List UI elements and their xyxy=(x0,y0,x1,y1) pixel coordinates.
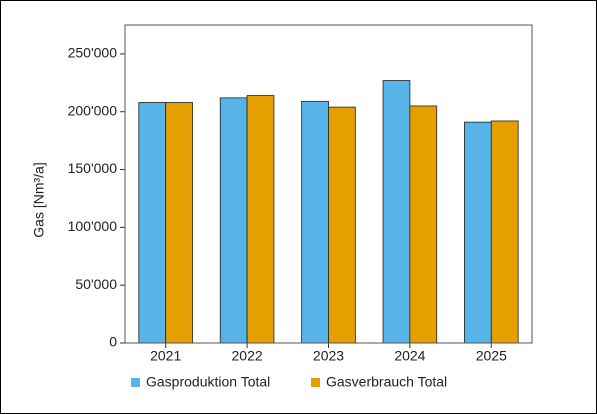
bar xyxy=(219,97,248,344)
bar xyxy=(464,121,492,344)
plot-frame xyxy=(124,24,533,344)
bar xyxy=(490,120,519,344)
y-axis-label: Gas [Nm³/a] xyxy=(31,162,47,237)
y-tick-label: 100'000 xyxy=(68,218,118,234)
legend-label: Gasproduktion Total xyxy=(146,374,270,390)
legend-label: Gasverbrauch Total xyxy=(326,374,447,390)
x-tick-label: 2022 xyxy=(232,348,263,364)
x-tick-label: 2024 xyxy=(394,348,425,364)
y-tick-label: 200'000 xyxy=(68,102,118,118)
x-tick-label: 2021 xyxy=(150,348,181,364)
bar xyxy=(165,102,193,344)
bar xyxy=(382,80,411,344)
x-tick-label: 2025 xyxy=(476,348,507,364)
bar xyxy=(246,95,275,344)
bar xyxy=(138,102,167,344)
legend-swatch xyxy=(131,378,140,387)
bar xyxy=(301,100,329,344)
y-tick-label: 250'000 xyxy=(68,45,118,61)
bar xyxy=(409,105,438,344)
bar xyxy=(328,106,356,344)
y-tick-label: 50'000 xyxy=(75,276,117,292)
y-tick-label: 0 xyxy=(109,334,117,350)
x-tick-label: 2023 xyxy=(313,348,344,364)
y-tick-label: 150'000 xyxy=(68,160,118,176)
legend-swatch xyxy=(311,378,320,387)
